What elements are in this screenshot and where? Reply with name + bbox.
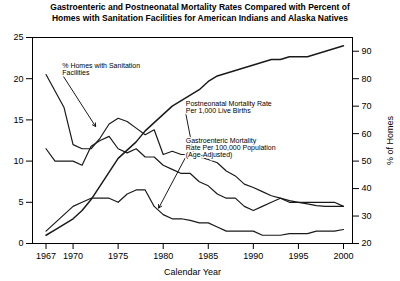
svg-text:90: 90 [362,46,372,56]
svg-text:40: 40 [362,183,372,193]
svg-text:5: 5 [18,197,23,207]
svg-text:1970: 1970 [63,251,83,261]
svg-text:1995: 1995 [288,251,308,261]
svg-text:1975: 1975 [108,251,128,261]
svg-text:Gastroenteric MortalityRate Pe: Gastroenteric MortalityRate Per 100,000 … [186,137,276,159]
svg-text:80: 80 [362,74,372,84]
svg-text:2000: 2000 [333,251,353,261]
svg-text:Calendar Year: Calendar Year [164,267,221,277]
svg-text:1967: 1967 [36,251,56,261]
svg-text:10: 10 [13,156,23,166]
svg-text:1985: 1985 [198,251,218,261]
svg-text:60: 60 [362,129,372,139]
svg-text:70: 70 [362,101,372,111]
svg-text:1990: 1990 [243,251,263,261]
svg-text:Postneonatal Mortality RatePer: Postneonatal Mortality RatePer 1,000 Liv… [186,100,272,114]
svg-text:15: 15 [13,115,23,125]
svg-text:% Homes with SanitationFacilit: % Homes with SanitationFacilities [62,62,140,76]
svg-text:0: 0 [18,238,23,248]
svg-text:20: 20 [362,238,372,248]
svg-text:20: 20 [13,74,23,84]
svg-text:% of Homes: % of Homes [385,115,395,165]
svg-text:25: 25 [13,32,23,42]
svg-text:30: 30 [362,211,372,221]
svg-text:1980: 1980 [153,251,173,261]
svg-text:50: 50 [362,156,372,166]
html-text:Gastroenteric and Postneonatal: Gastroenteric and Postneonatal Mortality… [50,2,350,23]
